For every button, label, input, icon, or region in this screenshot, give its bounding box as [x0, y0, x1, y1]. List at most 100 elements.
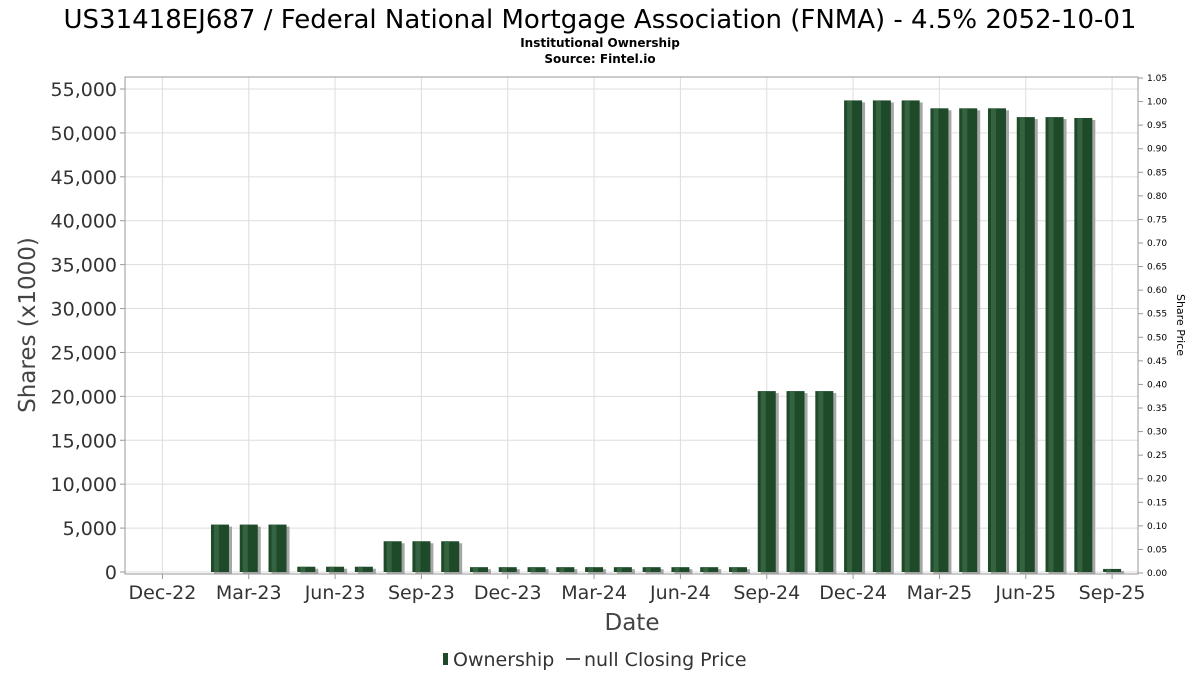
bar-highlight [386, 541, 392, 572]
bar [642, 567, 664, 574]
plot-area-border [124, 76, 1139, 575]
bar-highlight [559, 567, 565, 572]
bar-highlight [645, 567, 651, 572]
bar [987, 108, 1009, 574]
bar-body [930, 108, 949, 572]
bar-body [1103, 568, 1122, 572]
bar [930, 108, 952, 574]
bar [556, 567, 578, 574]
bars [210, 100, 1125, 575]
chart-subtitle-source: Source: Fintel.io [544, 52, 655, 66]
bar-body [239, 524, 258, 572]
bar-highlight [1019, 117, 1025, 573]
legend-price-label: null Closing Price [584, 649, 747, 671]
bar-highlight [1048, 117, 1054, 573]
bar [815, 391, 837, 574]
bar-body [326, 566, 345, 572]
bar [700, 567, 722, 574]
bar-highlight [271, 524, 277, 572]
y2-tick-label: 0.50 [1147, 333, 1167, 343]
y-tick-label: 55,000 [51, 79, 117, 101]
x-tick-label: Dec-24 [819, 582, 887, 604]
bar-body [297, 566, 316, 572]
bar-highlight [962, 108, 968, 572]
bar [1016, 117, 1038, 575]
bar-body [1016, 117, 1035, 573]
x-tick-label: Dec-23 [474, 582, 542, 604]
grid [125, 77, 1138, 574]
y2-tick-label: 0.60 [1147, 286, 1167, 296]
bar-body [354, 566, 373, 572]
y2-tick-label: 1.00 [1147, 98, 1167, 108]
bar [354, 566, 376, 574]
bar [585, 567, 607, 574]
bar [383, 541, 405, 574]
bar-body [556, 567, 575, 572]
bar-body [1074, 117, 1093, 572]
y-tick-label: 20,000 [51, 386, 117, 408]
bar-highlight [501, 567, 507, 572]
bar-highlight [444, 541, 450, 572]
bar [959, 108, 981, 574]
y-tick-label: 40,000 [51, 211, 117, 233]
bar-highlight [415, 541, 421, 572]
y2-tick-label: 0.45 [1147, 357, 1167, 367]
y2-tick-label: 0.00 [1147, 569, 1167, 579]
bar [728, 567, 750, 574]
bar-highlight [789, 391, 795, 572]
bar-highlight [904, 100, 910, 572]
y2-tick-label: 0.95 [1147, 121, 1167, 131]
bar-body [613, 567, 632, 572]
bar-body [383, 541, 402, 572]
x-axis-label: Date [605, 610, 660, 636]
y-tick-label: 35,000 [51, 255, 117, 277]
bar-highlight [472, 567, 478, 572]
bar-highlight [875, 100, 881, 572]
bar-highlight [847, 100, 853, 572]
y2-tick-label: 0.05 [1147, 545, 1167, 555]
y-tick-label: 25,000 [51, 342, 117, 364]
bar [901, 100, 923, 574]
y2-tick-label: 0.20 [1147, 475, 1167, 485]
bar-highlight [933, 108, 939, 572]
bar [844, 100, 866, 574]
y-axis: 0 5,000 10,000 15,000 20,000 25,000 30,000 35,0… [51, 79, 125, 584]
legend-ownership-label: Ownership [453, 649, 554, 671]
y2-tick-label: 0.85 [1147, 168, 1167, 178]
bar [1045, 117, 1067, 575]
bar [1103, 568, 1125, 574]
bar-body [268, 524, 287, 572]
bar-body [959, 108, 978, 572]
bar-highlight [990, 108, 996, 572]
y2-tick-label: 0.35 [1147, 404, 1167, 414]
bar-body [498, 567, 517, 572]
bar-highlight [731, 567, 737, 572]
bar-body [901, 100, 920, 572]
y2-tick-label: 0.65 [1147, 263, 1167, 273]
y2-tick-label: 0.30 [1147, 428, 1167, 438]
y2-tick-label: 0.15 [1147, 498, 1167, 508]
bar [268, 524, 290, 574]
bar-body [844, 100, 863, 572]
bar [441, 541, 463, 574]
y2-tick-label: 0.55 [1147, 310, 1167, 320]
bar-body [412, 541, 431, 572]
bar [412, 541, 434, 574]
x-tick-label: Jun-23 [304, 582, 366, 604]
bar [527, 567, 549, 574]
bar-body [441, 541, 460, 572]
y2-tick-label: 0.80 [1147, 192, 1167, 202]
bar [239, 524, 261, 574]
bar-shadow [1106, 570, 1125, 574]
x-tick-label: Dec-22 [129, 582, 197, 604]
y2-tick-label: 1.05 [1147, 74, 1167, 84]
x-tick-label: Sep-23 [388, 582, 455, 604]
x-tick-label: Sep-25 [1079, 582, 1146, 604]
bar-highlight [357, 566, 363, 572]
bar-highlight [300, 566, 306, 572]
bar-highlight [760, 391, 766, 572]
bar-body [700, 567, 719, 572]
y2-tick-label: 0.75 [1147, 215, 1167, 225]
bar-highlight [1077, 117, 1083, 572]
